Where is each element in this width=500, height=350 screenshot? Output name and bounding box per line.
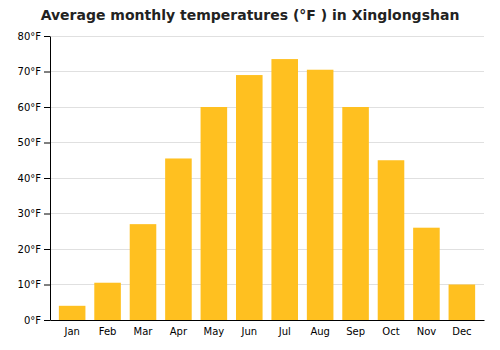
tick-mark: [44, 36, 50, 37]
tick-label: 20°F: [18, 244, 42, 255]
tick-mark: [44, 320, 50, 321]
tick-label: 60°F: [18, 102, 42, 113]
tick-label: Nov: [417, 326, 437, 337]
y-tick: 20°F: [18, 244, 50, 255]
tick-label: Mar: [134, 326, 154, 337]
tick-label: Jan: [63, 326, 79, 337]
y-tick: 80°F: [18, 31, 50, 42]
x-tick: May: [204, 326, 225, 337]
plot-area: [59, 59, 475, 320]
chart-title: Average monthly temperatures (°F ) in Xi…: [41, 7, 460, 23]
bar: [413, 228, 440, 320]
bar: [94, 283, 121, 320]
bar: [165, 158, 192, 320]
grid-line: [50, 36, 484, 37]
bar: [59, 306, 86, 320]
x-tick: Oct: [382, 326, 399, 337]
bar: [342, 107, 369, 320]
tick-label: Apr: [170, 326, 188, 337]
y-tick: 30°F: [18, 208, 50, 219]
tick-mark: [44, 285, 50, 286]
y-tick: 0°F: [24, 315, 50, 326]
x-tick: Nov: [417, 326, 437, 337]
grid-line: [50, 107, 484, 108]
y-tick: 70°F: [18, 66, 50, 77]
tick-label: Jun: [240, 326, 257, 337]
grid-line: [50, 142, 484, 143]
x-tick: Apr: [170, 326, 188, 337]
x-tick: Dec: [452, 326, 471, 337]
x-tick: Feb: [99, 326, 117, 337]
tick-mark: [44, 214, 50, 215]
tick-label: 70°F: [18, 66, 42, 77]
x-tick: Jan: [63, 326, 79, 337]
x-tick: Jul: [278, 326, 291, 337]
bar: [236, 75, 263, 320]
tick-mark: [44, 72, 50, 73]
bar: [307, 70, 334, 320]
grid-line: [50, 213, 484, 214]
tick-mark: [44, 249, 50, 250]
bar: [271, 59, 298, 320]
tick-label: 80°F: [18, 31, 42, 42]
axis-line: [51, 320, 485, 321]
x-tick: Mar: [134, 326, 154, 337]
grid: [50, 36, 484, 320]
bar: [201, 107, 228, 320]
tick-mark: [44, 107, 50, 108]
tick-label: May: [204, 326, 225, 337]
x-tick: Aug: [310, 326, 330, 337]
y-tick: 10°F: [18, 279, 50, 290]
chart-svg: 0°F 10°F 20°F 30°F 40°F 50°F 60°F 70°F 80°F Jan Fe…: [0, 0, 500, 350]
y-tick: 50°F: [18, 137, 50, 148]
tick-label: Feb: [99, 326, 117, 337]
y-tick: 60°F: [18, 102, 50, 113]
tick-label: Aug: [310, 326, 330, 337]
tick-label: Dec: [452, 326, 471, 337]
grid-line: [50, 71, 484, 72]
tick-label: 10°F: [18, 279, 42, 290]
tick-label: Oct: [382, 326, 399, 337]
y-axis: 0°F 10°F 20°F 30°F 40°F 50°F 60°F 70°F 80°F: [18, 31, 51, 326]
bar: [130, 224, 157, 320]
grid-line: [50, 178, 484, 179]
axis-line: [50, 37, 51, 321]
x-tick: Jun: [240, 326, 257, 337]
chart-container: 0°F 10°F 20°F 30°F 40°F 50°F 60°F 70°F 80°F Jan Fe…: [0, 0, 500, 350]
bar: [449, 285, 476, 321]
tick-mark: [44, 178, 50, 179]
x-axis: Jan Feb Mar Apr May Jun Jul Aug Sep Oct Nov Dec: [51, 321, 485, 338]
tick-label: 50°F: [18, 137, 42, 148]
tick-label: Jul: [278, 326, 291, 337]
y-tick: 40°F: [18, 173, 50, 184]
tick-label: Sep: [346, 326, 365, 337]
tick-label: 30°F: [18, 208, 42, 219]
tick-label: 0°F: [24, 315, 41, 326]
bar: [378, 160, 405, 320]
tick-mark: [44, 143, 50, 144]
tick-label: 40°F: [18, 173, 42, 184]
x-tick: Sep: [346, 326, 365, 337]
